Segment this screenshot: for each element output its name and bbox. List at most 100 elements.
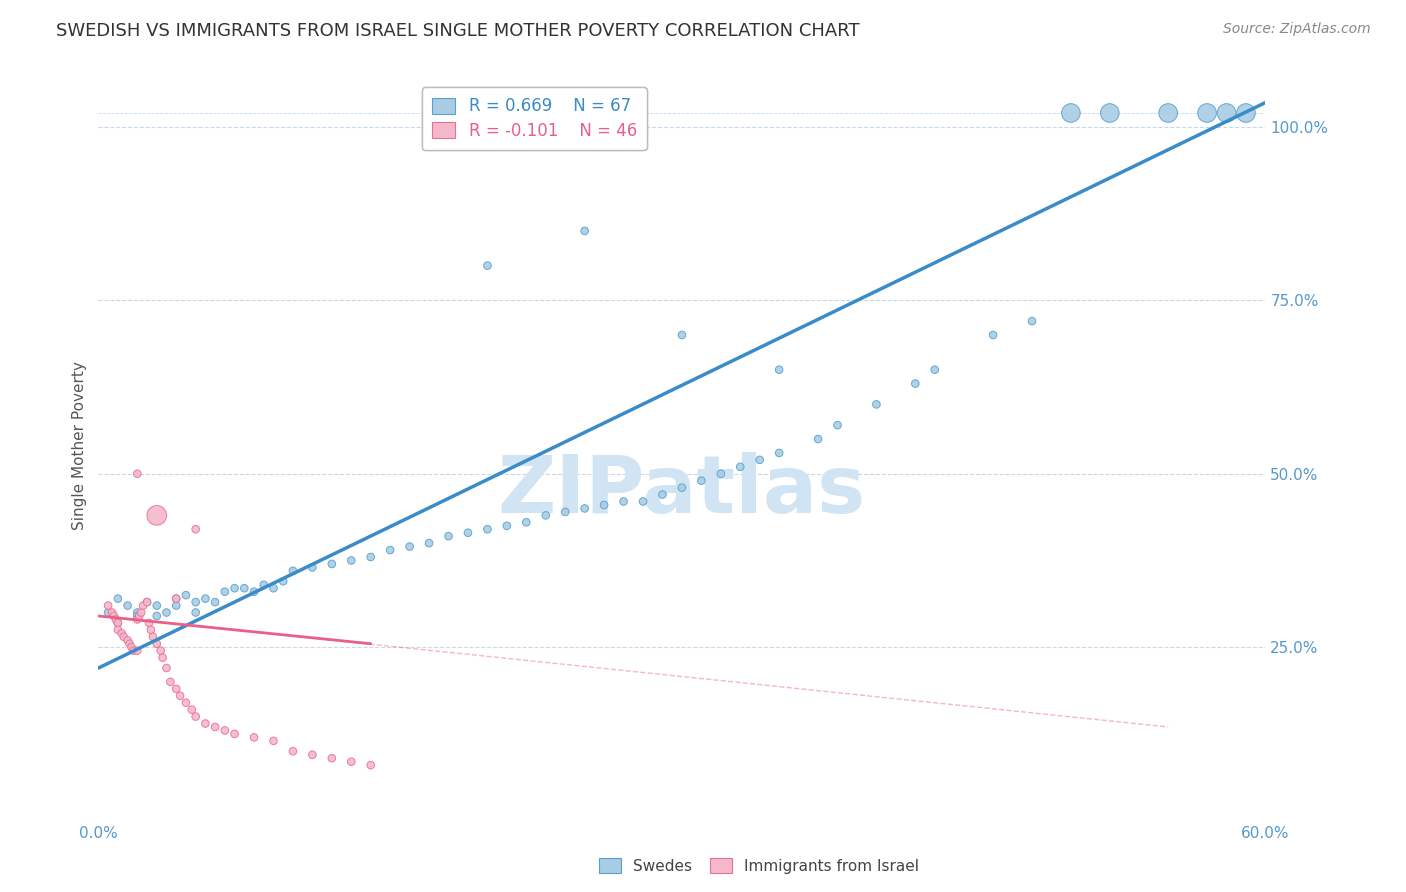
- Point: [1021, 314, 1043, 328]
- Point: [194, 591, 217, 606]
- Point: [159, 674, 181, 689]
- Point: [155, 661, 177, 675]
- Point: [301, 560, 323, 574]
- Point: [174, 588, 197, 602]
- Point: [139, 623, 162, 637]
- Point: [117, 633, 139, 648]
- Point: [515, 516, 537, 530]
- Text: SWEDISH VS IMMIGRANTS FROM ISRAEL SINGLE MOTHER POVERTY CORRELATION CHART: SWEDISH VS IMMIGRANTS FROM ISRAEL SINGLE…: [56, 22, 860, 40]
- Point: [281, 564, 304, 578]
- Point: [233, 581, 256, 595]
- Point: [204, 720, 226, 734]
- Point: [224, 727, 246, 741]
- Point: [152, 650, 174, 665]
- Point: [710, 467, 733, 481]
- Text: ZIPatlas: ZIPatlas: [498, 452, 866, 530]
- Point: [155, 606, 177, 620]
- Point: [127, 606, 149, 620]
- Point: [111, 626, 134, 640]
- Legend: Swedes, Immigrants from Israel: Swedes, Immigrants from Israel: [593, 852, 925, 880]
- Point: [301, 747, 323, 762]
- Point: [136, 595, 159, 609]
- Point: [127, 609, 149, 624]
- Point: [477, 259, 499, 273]
- Point: [1098, 106, 1121, 120]
- Point: [146, 508, 169, 523]
- Point: [768, 362, 790, 376]
- Point: [146, 637, 169, 651]
- Point: [1215, 106, 1237, 120]
- Point: [1195, 106, 1218, 120]
- Point: [534, 508, 557, 523]
- Point: [128, 609, 150, 624]
- Point: [214, 584, 236, 599]
- Point: [118, 637, 141, 651]
- Point: [243, 731, 266, 745]
- Point: [101, 606, 124, 620]
- Point: [104, 612, 127, 626]
- Point: [904, 376, 927, 391]
- Point: [184, 606, 207, 620]
- Point: [271, 574, 294, 589]
- Point: [418, 536, 440, 550]
- Point: [496, 518, 519, 533]
- Point: [398, 540, 420, 554]
- Point: [281, 744, 304, 758]
- Point: [146, 609, 169, 624]
- Point: [690, 474, 713, 488]
- Point: [107, 623, 129, 637]
- Point: [107, 591, 129, 606]
- Point: [768, 446, 790, 460]
- Point: [165, 591, 187, 606]
- Point: [981, 328, 1004, 343]
- Point: [613, 494, 636, 508]
- Point: [243, 584, 266, 599]
- Point: [321, 751, 343, 765]
- Point: [165, 591, 187, 606]
- Point: [136, 595, 159, 609]
- Point: [194, 716, 217, 731]
- Point: [671, 328, 693, 343]
- Point: [340, 755, 363, 769]
- Point: [262, 581, 284, 595]
- Point: [121, 640, 143, 655]
- Point: [117, 599, 139, 613]
- Point: [748, 453, 770, 467]
- Point: [169, 689, 191, 703]
- Point: [730, 459, 752, 474]
- Point: [253, 578, 276, 592]
- Point: [204, 595, 226, 609]
- Point: [574, 224, 596, 238]
- Point: [184, 595, 207, 609]
- Point: [127, 612, 149, 626]
- Point: [107, 615, 129, 630]
- Point: [122, 643, 145, 657]
- Point: [437, 529, 460, 543]
- Legend: R = 0.669    N = 67, R = -0.101    N = 46: R = 0.669 N = 67, R = -0.101 N = 46: [422, 87, 647, 150]
- Point: [112, 630, 135, 644]
- Point: [174, 696, 197, 710]
- Point: [1157, 106, 1180, 120]
- Point: [184, 709, 207, 723]
- Point: [321, 557, 343, 571]
- Point: [924, 362, 946, 376]
- Point: [1234, 106, 1257, 120]
- Point: [651, 487, 673, 501]
- Point: [224, 581, 246, 595]
- Point: [129, 606, 152, 620]
- Point: [340, 553, 363, 567]
- Point: [477, 522, 499, 536]
- Point: [103, 609, 125, 624]
- Point: [146, 599, 169, 613]
- Point: [1060, 106, 1083, 120]
- Point: [127, 643, 149, 657]
- Point: [97, 606, 120, 620]
- Point: [574, 501, 596, 516]
- Point: [165, 599, 187, 613]
- Text: Source: ZipAtlas.com: Source: ZipAtlas.com: [1223, 22, 1371, 37]
- Point: [457, 525, 479, 540]
- Point: [149, 643, 172, 657]
- Point: [827, 418, 849, 433]
- Point: [360, 758, 382, 772]
- Point: [127, 467, 149, 481]
